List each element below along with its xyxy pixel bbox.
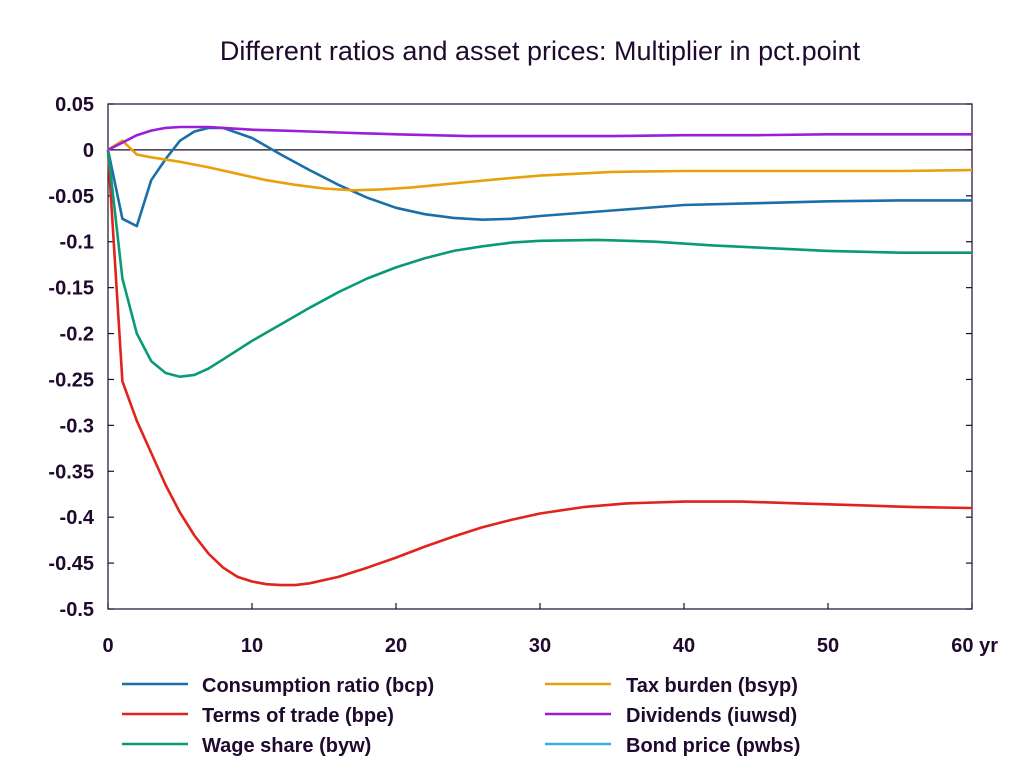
y-tick-label: -0.25 (48, 369, 94, 391)
y-tick-label: -0.3 (60, 415, 94, 437)
y-tick-label: -0.05 (48, 186, 94, 208)
y-tick-label: -0.15 (48, 278, 94, 300)
plot-area (107, 103, 973, 610)
y-tick-label: -0.35 (48, 461, 94, 483)
x-tick-label: 50 (817, 635, 839, 657)
legend-label-wage-share-byw: Wage share (byw) (202, 735, 371, 757)
legend-label-dividends-iuwsd: Dividends (iuwsd) (626, 705, 797, 727)
series-line-consumption-ratio-bcp (106, 126, 972, 228)
x-tick-label: 40 (673, 635, 695, 657)
series-line-tax-burden-bsyp (107, 139, 973, 192)
x-tick-label: 10 (241, 635, 263, 657)
y-axis: 0.05 0 -0.05 -0.1 -0.15 -0.2 -0.25 -0.3 -0.35 -0.… (48, 94, 972, 621)
x-axis: 0 10 20 30 40 50 60 yr (102, 603, 998, 657)
legend-label-bond-price-pwbs: Bond price (pwbs) (626, 735, 800, 757)
legend-label-tax-burden-bsyp: Tax burden (bsyp) (626, 675, 798, 697)
y-tick-label: -0.45 (48, 553, 94, 575)
legend: Consumption ratio (bcp) Tax burden (bsyp)… (122, 675, 800, 757)
series-lines (106, 125, 973, 587)
chart-title: Different ratios and asset prices: Multi… (220, 36, 861, 66)
legend-label-terms-of-trade-bpe: Terms of trade (bpe) (202, 705, 394, 727)
y-tick-label: -0.1 (60, 232, 94, 254)
y-tick-label: 0 (83, 140, 94, 162)
y-tick-label: 0.05 (55, 94, 94, 116)
y-tick-label: -0.4 (60, 507, 95, 529)
x-tick-label: 20 (385, 635, 407, 657)
x-tick-label: 30 (529, 635, 551, 657)
series-line-terms-of-trade-bpe (106, 149, 973, 587)
series-line-wage-share-byw (106, 149, 972, 379)
y-tick-label: -0.2 (60, 324, 94, 346)
x-tick-label: 0 (102, 635, 113, 657)
x-tick-label: 60 yr (951, 635, 998, 657)
y-tick-label: -0.5 (60, 599, 94, 621)
legend-label-consumption-ratio-bcp: Consumption ratio (bcp) (202, 675, 434, 697)
series-line-dividends-iuwsd (107, 125, 972, 152)
